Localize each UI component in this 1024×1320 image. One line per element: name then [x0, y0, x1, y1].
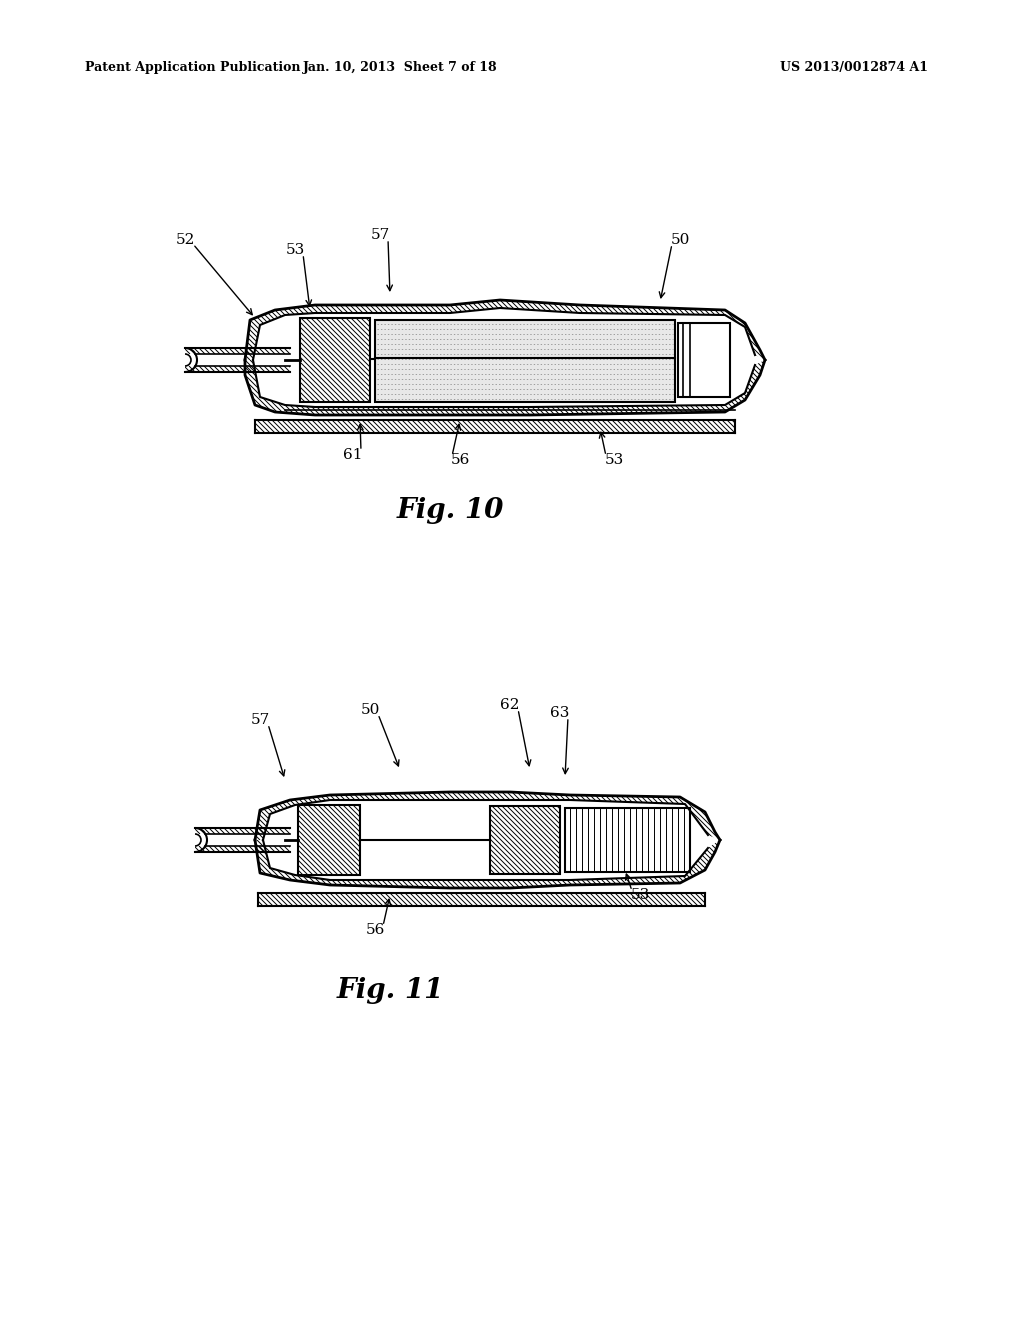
- Polygon shape: [258, 894, 705, 906]
- Text: 57: 57: [251, 713, 269, 727]
- Polygon shape: [185, 348, 290, 354]
- Bar: [565, 808, 690, 873]
- Text: Jan. 10, 2013  Sheet 7 of 18: Jan. 10, 2013 Sheet 7 of 18: [303, 62, 498, 74]
- Text: 52: 52: [175, 234, 195, 247]
- Bar: [375, 319, 675, 403]
- Text: Fig. 10: Fig. 10: [396, 496, 504, 524]
- Text: 50: 50: [360, 704, 380, 717]
- Text: 63: 63: [550, 706, 569, 719]
- Bar: [300, 318, 370, 403]
- Text: 56: 56: [366, 923, 385, 937]
- Bar: [298, 805, 360, 875]
- Text: 53: 53: [286, 243, 304, 257]
- Polygon shape: [185, 366, 290, 372]
- Text: 56: 56: [451, 453, 470, 467]
- Text: Fig. 11: Fig. 11: [336, 977, 443, 1003]
- Polygon shape: [298, 805, 360, 875]
- Polygon shape: [300, 318, 370, 403]
- Bar: [490, 807, 560, 874]
- Text: 50: 50: [671, 234, 690, 247]
- Text: 62: 62: [501, 698, 520, 711]
- Polygon shape: [255, 420, 735, 433]
- Text: 57: 57: [371, 228, 389, 242]
- Text: 61: 61: [343, 447, 362, 462]
- Polygon shape: [245, 300, 765, 360]
- Text: US 2013/0012874 A1: US 2013/0012874 A1: [780, 62, 928, 74]
- Bar: [678, 323, 730, 397]
- Text: Patent Application Publication: Patent Application Publication: [85, 62, 300, 74]
- Text: 53: 53: [604, 453, 624, 467]
- Polygon shape: [195, 828, 290, 834]
- Polygon shape: [245, 360, 765, 414]
- Polygon shape: [255, 840, 720, 888]
- Polygon shape: [195, 846, 290, 851]
- Text: 53: 53: [631, 888, 649, 902]
- Polygon shape: [490, 807, 560, 874]
- Polygon shape: [255, 792, 720, 840]
